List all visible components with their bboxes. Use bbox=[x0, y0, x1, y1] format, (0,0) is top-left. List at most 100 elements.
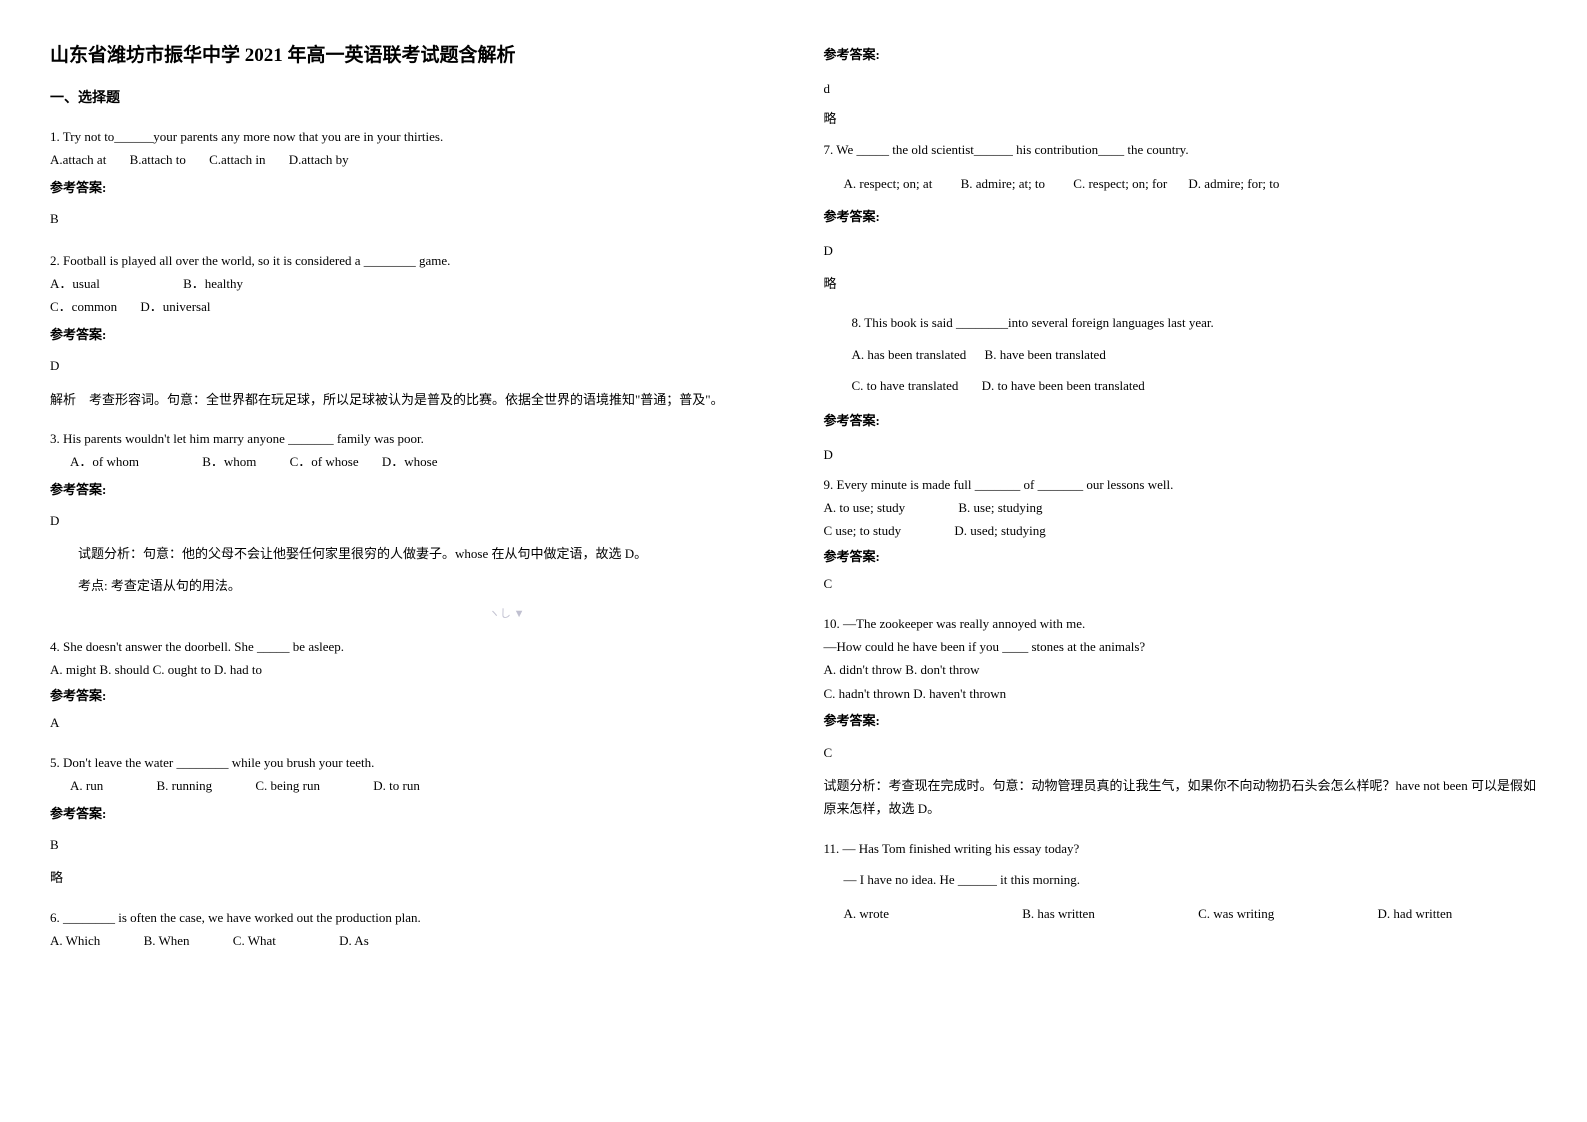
question-text: 2. Football is played all over the world… bbox=[50, 249, 764, 272]
option-c: C．common bbox=[50, 299, 117, 314]
answer-label: 参考答案: bbox=[824, 410, 1538, 429]
option-b: B. has written bbox=[1022, 906, 1095, 921]
answer-label: 参考答案: bbox=[824, 709, 1538, 732]
option-b: B. use; studying bbox=[958, 500, 1042, 515]
option-a: A. has been translated bbox=[852, 347, 967, 362]
answer-label: 参考答案: bbox=[824, 547, 1538, 567]
answer-value: C bbox=[824, 741, 1538, 764]
answer-value: D bbox=[50, 509, 764, 532]
question-text: 8. This book is said ________into severa… bbox=[852, 311, 1538, 334]
option-c: C. was writing bbox=[1198, 906, 1274, 921]
answer-label: 参考答案: bbox=[50, 802, 764, 825]
question-options-row2: C．common D．universal bbox=[50, 295, 764, 318]
question-text: 3. His parents wouldn't let him marry an… bbox=[50, 427, 764, 450]
note-text: 略 bbox=[824, 107, 1538, 130]
question-options: A. Which B. When C. What D. As bbox=[50, 929, 764, 952]
option-c: C. being run bbox=[255, 778, 320, 793]
note-text: 略 bbox=[824, 272, 1538, 295]
answer-label: 参考答案: bbox=[824, 44, 1538, 63]
option-c: C. to have translated bbox=[852, 378, 959, 393]
answer-label: 参考答案: bbox=[50, 686, 764, 706]
question-text: 6. ________ is often the case, we have w… bbox=[50, 906, 764, 929]
question-10: 10. —The zookeeper was really annoyed wi… bbox=[824, 612, 1538, 829]
answer-value: d bbox=[824, 81, 1538, 97]
question-8: 8. This book is said ________into severa… bbox=[824, 311, 1538, 397]
question-options: A．of whom B．whom C．of whose D．whose bbox=[50, 450, 764, 473]
option-d: D．universal bbox=[140, 299, 210, 314]
option-d: D. to have been been translated bbox=[982, 378, 1145, 393]
option-b: B. When bbox=[144, 933, 190, 948]
option-d: D．whose bbox=[382, 454, 438, 469]
option-d: D. admire; for; to bbox=[1188, 176, 1279, 191]
option-c: C. respect; on; for bbox=[1073, 176, 1167, 191]
question-text-1: 10. —The zookeeper was really annoyed wi… bbox=[824, 612, 1538, 635]
option-b: B. running bbox=[156, 778, 212, 793]
analysis-text: 试题分析：句意：他的父母不会让他娶任何家里很穷的人做妻子。whose 在从句中做… bbox=[50, 542, 764, 565]
option-a: A.attach at bbox=[50, 152, 106, 167]
question-text: 4. She doesn't answer the doorbell. She … bbox=[50, 635, 764, 658]
question-options-row1: A. to use; study B. use; studying bbox=[824, 496, 1538, 519]
question-9: 9. Every minute is made full _______ of … bbox=[824, 473, 1538, 604]
answer-label: 参考答案: bbox=[50, 478, 764, 501]
right-column: 参考答案: d 略 7. We _____ the old scientist_… bbox=[824, 40, 1538, 1082]
question-text: 5. Don't leave the water ________ while … bbox=[50, 751, 764, 774]
answer-label: 参考答案: bbox=[50, 323, 764, 346]
answer-value: C bbox=[824, 574, 1538, 594]
option-b: B.attach to bbox=[130, 152, 186, 167]
question-options-row2: C. to have translated D. to have been be… bbox=[852, 374, 1538, 397]
option-a: A．usual bbox=[50, 276, 100, 291]
question-text-2: — I have no idea. He ______ it this morn… bbox=[824, 868, 1538, 891]
question-text-2: —How could he have been if you ____ ston… bbox=[824, 635, 1538, 658]
option-d: D. to run bbox=[373, 778, 420, 793]
left-column: 山东省潍坊市振华中学 2021 年高一英语联考试题含解析 一、选择题 1. Tr… bbox=[50, 40, 764, 1082]
question-options: A. wrote B. has written C. was writing D… bbox=[824, 902, 1538, 925]
question-3: 3. His parents wouldn't let him marry an… bbox=[50, 427, 764, 627]
question-text-1: 11. — Has Tom finished writing his essay… bbox=[824, 837, 1538, 860]
question-2: 2. Football is played all over the world… bbox=[50, 249, 764, 419]
option-b: B．healthy bbox=[183, 276, 243, 291]
question-options-row2: C use; to study D. used; studying bbox=[824, 519, 1538, 542]
question-options: A. might B. should C. ought to D. had to bbox=[50, 658, 764, 681]
analysis-text: 解析 考查形容词。句意：全世界都在玩足球，所以足球被认为是普及的比赛。依据全世界… bbox=[50, 388, 764, 411]
option-a: A. run bbox=[70, 778, 103, 793]
section-header: 一、选择题 bbox=[50, 87, 764, 107]
question-options-row1: A. didn't throw B. don't throw bbox=[824, 658, 1538, 681]
question-options-row2: C. hadn't thrown D. haven't thrown bbox=[824, 682, 1538, 705]
question-1: 1. Try not to______your parents any more… bbox=[50, 125, 764, 241]
answer-value: A bbox=[50, 713, 764, 733]
option-d: D. As bbox=[339, 933, 369, 948]
note-text: 略 bbox=[50, 866, 764, 889]
option-c: C．of whose bbox=[290, 454, 359, 469]
answer-label: 参考答案: bbox=[824, 205, 1538, 228]
option-a: A．of whom bbox=[70, 454, 139, 469]
question-7: 7. We _____ the old scientist______ his … bbox=[824, 138, 1538, 303]
option-b: B．whom bbox=[202, 454, 256, 469]
option-a: A. wrote bbox=[844, 906, 890, 921]
option-a: A. to use; study bbox=[824, 500, 906, 515]
answer-label: 参考答案: bbox=[50, 176, 764, 199]
option-a: A. respect; on; at bbox=[844, 176, 933, 191]
question-text: 7. We _____ the old scientist______ his … bbox=[824, 138, 1538, 161]
question-4: 4. She doesn't answer the doorbell. She … bbox=[50, 635, 764, 743]
faded-watermark: ヽし ▼ bbox=[50, 605, 764, 625]
question-text: 1. Try not to______your parents any more… bbox=[50, 125, 764, 148]
answer-value: D bbox=[824, 447, 1538, 463]
answer-value: B bbox=[50, 833, 764, 856]
question-options: A. run B. running C. being run D. to run bbox=[50, 774, 764, 797]
analysis-text-2: 考点: 考查定语从句的用法。 bbox=[50, 574, 764, 597]
option-b: B. admire; at; to bbox=[961, 176, 1045, 191]
option-a: A. Which bbox=[50, 933, 100, 948]
question-options: A.attach at B.attach to C.attach in D.at… bbox=[50, 148, 764, 171]
answer-value: D bbox=[50, 354, 764, 377]
question-options: A. respect; on; at B. admire; at; to C. … bbox=[824, 172, 1538, 195]
option-b: B. have been translated bbox=[985, 347, 1106, 362]
analysis-text: 试题分析：考查现在完成时。句意：动物管理员真的让我生气，如果你不向动物扔石头会怎… bbox=[824, 774, 1538, 821]
answer-value: B bbox=[50, 207, 764, 230]
option-d: D. had written bbox=[1378, 906, 1453, 921]
answer-value: D bbox=[824, 239, 1538, 262]
option-c: C.attach in bbox=[209, 152, 265, 167]
question-11: 11. — Has Tom finished writing his essay… bbox=[824, 837, 1538, 925]
option-d: D. used; studying bbox=[954, 523, 1045, 538]
option-c: C. What bbox=[233, 933, 276, 948]
question-5: 5. Don't leave the water ________ while … bbox=[50, 751, 764, 898]
